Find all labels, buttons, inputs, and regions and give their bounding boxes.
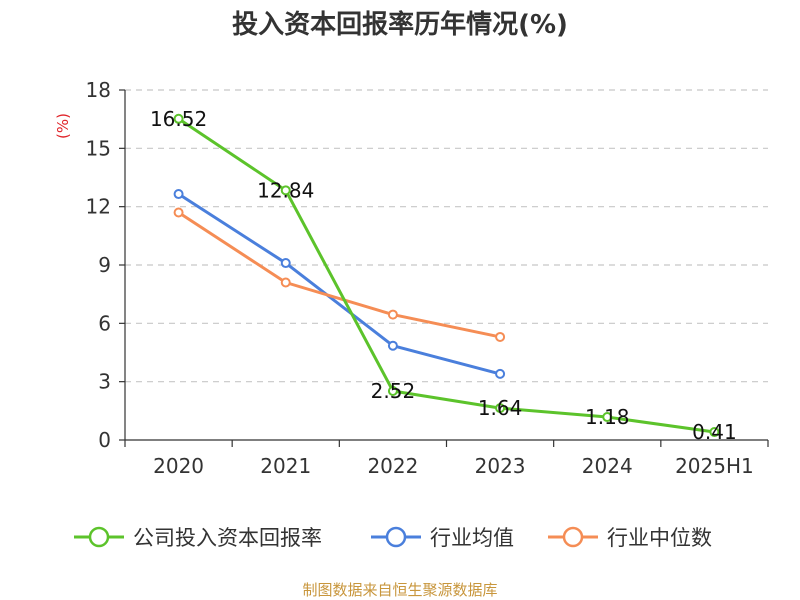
legend-marker (562, 526, 584, 548)
source-note: 制图数据来自恒生聚源数据库 (302, 581, 497, 599)
data-point[interactable] (495, 368, 506, 379)
x-tick-label: 2025H1 (675, 454, 754, 478)
y-tick-label: 0 (98, 428, 111, 452)
data-point[interactable] (280, 277, 291, 288)
data-point[interactable] (173, 189, 184, 200)
y-tick-label: 3 (98, 370, 111, 394)
y-tick-label: 18 (86, 78, 111, 102)
data-label: 0.41 (692, 420, 737, 444)
y-tick-label: 12 (86, 195, 111, 219)
legend-item[interactable]: 行业中位数 (548, 526, 712, 550)
data-label: 1.18 (585, 405, 630, 429)
x-tick-label: 2022 (367, 454, 418, 478)
data-point[interactable] (387, 340, 398, 351)
legend-item[interactable]: 行业均值 (371, 526, 514, 550)
data-point[interactable] (173, 207, 184, 218)
data-point[interactable] (709, 427, 720, 438)
y-tick-label: 15 (86, 136, 111, 160)
legend-label: 行业中位数 (607, 526, 712, 550)
legend-marker (88, 526, 110, 548)
series-line (177, 211, 501, 339)
data-labels: 16.52 12.84 2.52 1.64 1.18 0.41 (150, 107, 737, 444)
chart-title: 投入资本回报率历年情况(%) (232, 9, 568, 40)
tick-labels: 0 3 6 9 12 15 18 2020 2021 2022 2023 2024 2025H1 (86, 78, 754, 478)
series-0 (173, 113, 720, 438)
grid-lines (125, 89, 768, 383)
x-tick-label: 2023 (475, 454, 526, 478)
data-label: 2.52 (371, 379, 416, 403)
y-axis-label: (%) (54, 113, 72, 139)
legend-item[interactable]: 公司投入资本回报率 (74, 526, 322, 550)
y-tick-label: 9 (98, 253, 111, 277)
data-point[interactable] (495, 403, 506, 414)
data-label: 16.52 (150, 107, 207, 131)
data-point[interactable] (173, 113, 184, 124)
legend-label: 行业均值 (430, 526, 514, 550)
legend-label: 公司投入资本回报率 (133, 526, 322, 550)
series-lines (173, 113, 720, 438)
y-tick-label: 6 (98, 311, 111, 335)
x-tick-label: 2024 (582, 454, 633, 478)
data-point[interactable] (602, 412, 613, 423)
data-label: 1.64 (478, 396, 523, 420)
series-1 (173, 189, 506, 379)
data-point[interactable] (387, 309, 398, 320)
data-point[interactable] (280, 185, 291, 196)
x-tick-label: 2020 (153, 454, 204, 478)
legend-marker (385, 526, 407, 548)
data-point[interactable] (280, 258, 291, 269)
data-point[interactable] (495, 331, 506, 342)
x-tick-label: 2021 (260, 454, 311, 478)
data-label: 12.84 (257, 178, 314, 202)
legend: 公司投入资本回报率 行业均值 行业中位数 (74, 526, 712, 550)
series-2 (173, 207, 506, 342)
data-point[interactable] (387, 386, 398, 396)
axes (119, 89, 769, 447)
series-line (177, 117, 715, 434)
series-line (177, 192, 501, 376)
